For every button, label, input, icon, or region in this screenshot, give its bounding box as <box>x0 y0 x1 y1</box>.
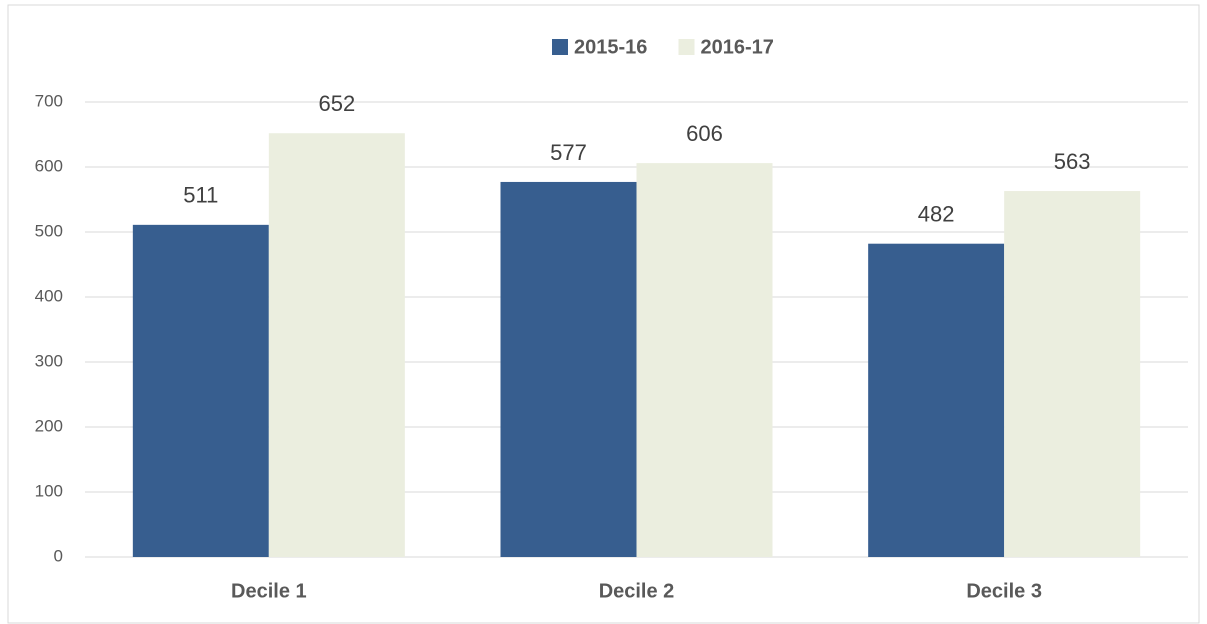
y-tick-label: 300 <box>35 351 63 370</box>
data-label: 511 <box>183 183 218 208</box>
y-tick-label: 500 <box>35 221 63 240</box>
x-tick-label: Decile 1 <box>231 580 307 602</box>
bar <box>636 163 773 557</box>
y-tick-label: 100 <box>35 481 63 500</box>
data-label: 606 <box>686 121 723 146</box>
bar <box>1004 191 1141 558</box>
x-tick-label: Decile 2 <box>599 580 675 602</box>
legend-label: 2016-17 <box>701 36 774 58</box>
data-label: 577 <box>550 140 587 165</box>
data-label: 482 <box>918 202 955 227</box>
y-tick-label: 600 <box>35 156 63 175</box>
y-tick-label: 400 <box>35 286 63 305</box>
y-tick-label: 200 <box>35 416 63 435</box>
x-tick-label: Decile 3 <box>966 580 1042 602</box>
bar <box>500 181 637 557</box>
bar <box>132 224 269 557</box>
data-label: 652 <box>318 91 355 116</box>
legend-label: 2015-16 <box>574 36 647 58</box>
bar <box>268 133 405 557</box>
bar <box>868 243 1005 557</box>
legend-swatch <box>678 39 695 55</box>
legend-swatch <box>552 39 568 55</box>
y-tick-label: 700 <box>35 91 63 110</box>
data-label: 563 <box>1054 149 1091 174</box>
y-tick-label: 0 <box>54 546 63 565</box>
